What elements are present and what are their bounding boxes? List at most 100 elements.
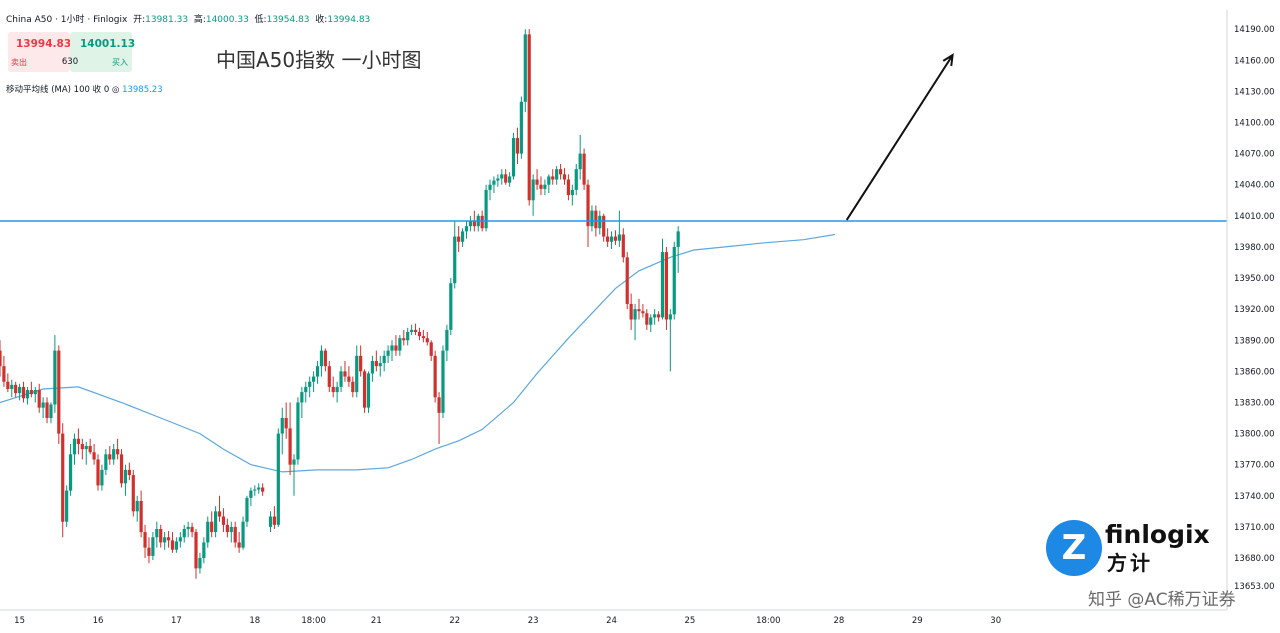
- x-tick-label: 23: [528, 616, 539, 626]
- candle: [441, 345, 445, 419]
- y-tick-label: 13740.00: [1234, 492, 1275, 502]
- x-tick-label: 28: [833, 616, 844, 626]
- candle: [308, 376, 312, 398]
- annotation-title: 中国A50指数 一小时图: [216, 48, 422, 72]
- candle: [453, 221, 457, 289]
- candle: [641, 303, 645, 318]
- candle: [210, 511, 214, 538]
- spread-value: 630: [61, 57, 79, 67]
- sell-button[interactable]: 13994.83 卖出: [8, 32, 72, 72]
- candle: [551, 169, 555, 185]
- symbol-title: China A50 · 1小时 · Finlogix: [6, 15, 128, 25]
- candle: [413, 323, 418, 336]
- y-tick-label: 13860.00: [1234, 367, 1275, 377]
- candle: [433, 350, 437, 403]
- candle: [10, 379, 14, 398]
- candle: [261, 483, 265, 496]
- candle: [543, 179, 547, 196]
- candle: [335, 381, 339, 403]
- arrow-head-icon: [942, 53, 954, 67]
- candle: [37, 383, 41, 413]
- candle: [323, 348, 327, 372]
- x-tick-label: 29: [912, 616, 923, 626]
- candle: [2, 355, 6, 387]
- candle: [331, 376, 335, 398]
- candle: [29, 381, 33, 398]
- visibility-icon[interactable]: ◎: [111, 85, 120, 95]
- trend-arrow[interactable]: [845, 54, 954, 221]
- candle: [366, 371, 371, 413]
- candle: [147, 537, 151, 564]
- candle: [562, 168, 567, 185]
- finlogix-logo-icon: Z: [1046, 520, 1102, 576]
- x-tick-label: 16: [93, 616, 104, 626]
- sell-price: 13994.83: [16, 38, 72, 50]
- candle: [174, 537, 179, 553]
- candle: [116, 438, 120, 460]
- candle: [406, 327, 410, 346]
- candle: [492, 176, 496, 194]
- candle: [347, 366, 351, 387]
- x-tick-label: 25: [685, 616, 696, 626]
- candle: [402, 329, 406, 346]
- candle: [410, 324, 414, 336]
- candle: [508, 172, 512, 187]
- candle: [108, 446, 112, 465]
- candle: [300, 386, 304, 419]
- close-value: 13994.83: [327, 15, 371, 25]
- candle: [186, 521, 190, 538]
- candle: [535, 169, 539, 190]
- candle: [382, 350, 386, 372]
- candle: [617, 210, 621, 247]
- candle: [88, 438, 92, 455]
- y-tick-label: 14100.00: [1234, 119, 1275, 129]
- candle: [245, 495, 249, 527]
- buy-button[interactable]: 14001.13 买入: [70, 32, 135, 72]
- candle: [464, 221, 469, 239]
- candle: [429, 340, 433, 361]
- candle: [500, 169, 504, 185]
- candle: [312, 371, 316, 393]
- candle: [664, 246, 669, 330]
- x-tick-label: 30: [990, 616, 1001, 626]
- candle: [355, 345, 359, 398]
- candle: [555, 166, 559, 185]
- candle: [504, 169, 508, 185]
- y-tick-label: 13920.00: [1234, 305, 1275, 315]
- candle: [609, 231, 614, 250]
- candle: [61, 423, 65, 538]
- logo-text-en: finlogix: [1105, 520, 1210, 549]
- ma-indicator-legend[interactable]: 移动平均线 (MA) 100 收 0 ◎ 13985.23: [6, 83, 163, 95]
- y-tick-label: 13800.00: [1234, 430, 1275, 440]
- candle: [33, 386, 37, 403]
- candle: [198, 552, 202, 574]
- candle: [625, 252, 629, 310]
- candle: [460, 228, 465, 247]
- candle: [672, 241, 676, 320]
- low-value: 13954.83: [266, 15, 310, 25]
- candle: [194, 528, 198, 579]
- candle: [131, 469, 135, 517]
- ma-label: 移动平均线 (MA) 100 收 0: [6, 85, 110, 95]
- candle: [653, 309, 657, 325]
- candle: [578, 134, 582, 180]
- candle: [417, 327, 422, 341]
- candle: [80, 438, 84, 460]
- candle: [351, 376, 355, 398]
- candle: [590, 205, 594, 232]
- candle: [570, 184, 574, 206]
- candle: [217, 495, 222, 522]
- candle: [457, 226, 461, 253]
- sell-label: 卖出: [11, 58, 27, 67]
- candle: [660, 238, 665, 320]
- candle: [582, 148, 586, 190]
- candle: [45, 397, 49, 424]
- candle: [398, 335, 402, 356]
- candle: [496, 174, 500, 187]
- candle: [488, 179, 492, 201]
- candle: [296, 397, 300, 465]
- open-value: 13981.33: [145, 15, 189, 25]
- candle: [511, 132, 516, 180]
- candle: [633, 303, 637, 341]
